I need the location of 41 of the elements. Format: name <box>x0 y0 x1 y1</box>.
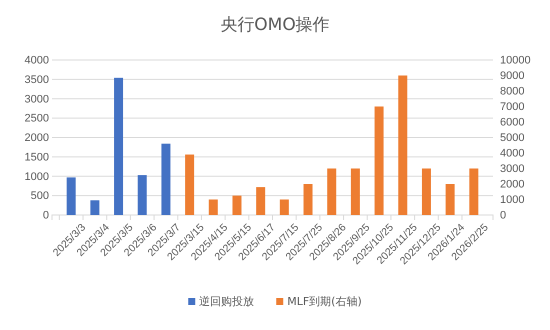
bar <box>114 78 124 215</box>
y-tick-label: 1000 <box>24 170 49 183</box>
y2-tick-label: 6000 <box>500 116 524 129</box>
y-tick-label: 500 <box>30 190 49 202</box>
y-tick-label: 1500 <box>24 151 49 164</box>
bar <box>208 200 218 215</box>
bar <box>161 144 170 215</box>
bar <box>185 154 194 215</box>
y-tick-label: 2000 <box>24 132 49 144</box>
y2-tick-label: 2000 <box>500 178 524 191</box>
bar <box>66 177 76 215</box>
y2-tick-label: 7000 <box>500 101 524 114</box>
legend-label: 逆回购投放 <box>199 295 254 308</box>
y-tick-label: 4000 <box>24 54 49 67</box>
legend-label: MLF到期(右轴) <box>287 295 362 308</box>
bar <box>469 168 478 215</box>
bar <box>327 168 336 215</box>
y2-tick-label: 0 <box>500 210 506 222</box>
bar <box>280 200 289 215</box>
y2-tick-label: 4000 <box>500 148 524 160</box>
y2-tick-label: 1000 <box>500 194 524 206</box>
bar <box>304 184 313 215</box>
y2-tick-label: 10000 <box>500 54 531 67</box>
y2-tick-label: 5000 <box>500 132 524 144</box>
bar <box>398 76 408 215</box>
bar <box>422 168 431 215</box>
y2-tick-label: 3000 <box>500 163 524 176</box>
chart-title: 央行OMO操作 <box>220 15 330 35</box>
y2-tick-label: 9000 <box>500 70 524 82</box>
y2-tick-label: 8000 <box>500 86 524 98</box>
y-tick-label: 2500 <box>24 112 49 125</box>
y-tick-label: 3000 <box>24 93 49 106</box>
bar <box>256 187 266 215</box>
bar <box>138 175 147 215</box>
bar <box>446 184 455 215</box>
bar <box>232 196 242 215</box>
y-tick-label: 3500 <box>24 74 49 86</box>
bar <box>90 200 100 215</box>
bar <box>350 168 360 215</box>
bar <box>374 106 384 215</box>
y-tick-label: 0 <box>42 210 49 222</box>
